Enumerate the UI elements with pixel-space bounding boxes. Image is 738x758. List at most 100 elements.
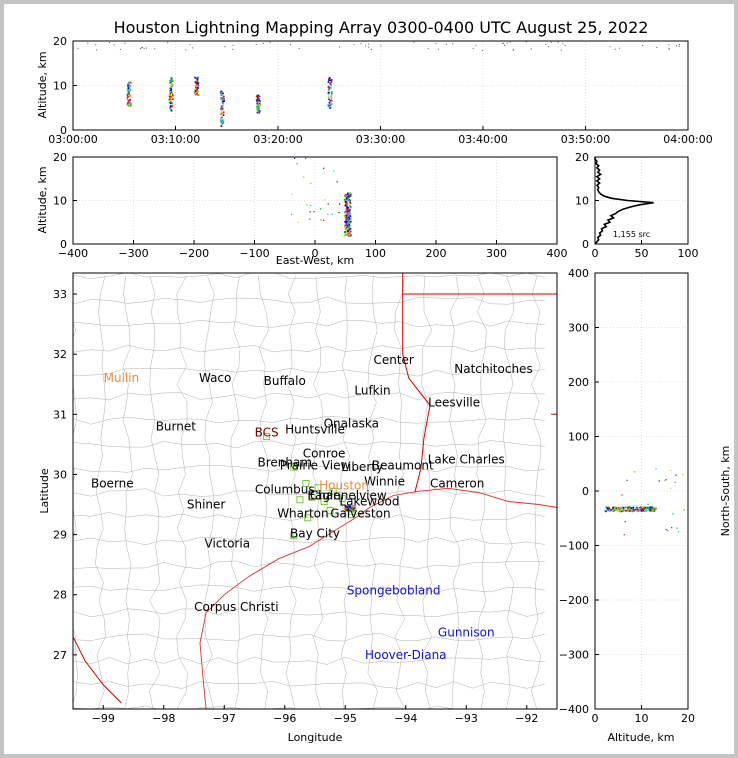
lightning-source-point — [168, 101, 171, 104]
city-label: Houston — [319, 478, 369, 492]
lightning-source-point — [221, 107, 223, 109]
lightning-source-point — [344, 221, 347, 224]
lightning-source-point — [197, 94, 200, 96]
lightning-source-point — [171, 93, 174, 95]
lightning-source-point — [222, 97, 224, 100]
lightning-source-point — [349, 232, 351, 234]
lightning-source-point — [347, 222, 350, 224]
lightning-source-point — [630, 507, 633, 509]
lightning-source-point — [126, 96, 129, 99]
stray-source-point — [445, 44, 447, 46]
city-label: Hoover-Diana — [365, 648, 447, 662]
stray-source-point — [530, 48, 532, 50]
lightning-source-point — [196, 80, 198, 83]
lightning-source-point — [328, 107, 331, 109]
lightning-source-point — [169, 100, 172, 103]
stray-source-point — [293, 157, 296, 159]
stray-source-point — [167, 42, 169, 44]
lightning-source-point — [347, 209, 349, 211]
lma-station-marker — [347, 511, 355, 519]
lightning-source-point — [607, 506, 610, 508]
stray-source-point — [353, 44, 355, 46]
lightning-source-point — [329, 103, 332, 105]
lightning-source-point — [256, 102, 258, 104]
lightning-source-point — [330, 96, 333, 98]
lightning-source-point — [330, 91, 333, 94]
lma-station-marker — [304, 514, 312, 522]
longitude-xlabel: Longitude — [288, 731, 343, 744]
lightning-source-point — [645, 507, 648, 510]
lightning-source-point — [653, 506, 655, 509]
y-tick-label: 20 — [53, 35, 67, 48]
lightning-source-point — [346, 505, 349, 508]
stray-source-point — [647, 503, 649, 505]
lightning-source-point — [220, 125, 223, 128]
lightning-source-point — [346, 198, 348, 200]
lightning-source-point — [171, 83, 173, 86]
lightning-source-point — [195, 83, 198, 86]
stray-source-point — [298, 48, 300, 50]
lightning-source-point — [345, 220, 348, 223]
lightning-source-point — [222, 122, 225, 124]
lightning-source-point — [129, 94, 132, 96]
stray-source-point — [297, 221, 299, 223]
stray-source-point — [77, 48, 79, 50]
lma-station-marker — [296, 496, 304, 504]
stray-source-point — [664, 479, 666, 482]
county-border — [73, 705, 545, 709]
lightning-source-point — [649, 509, 651, 511]
lightning-source-point — [354, 508, 357, 511]
lightning-source-point — [328, 86, 331, 89]
lightning-source-point — [347, 217, 349, 220]
city-label: Winnie — [364, 475, 405, 489]
lightning-source-point — [647, 506, 650, 509]
lightning-source-point — [220, 107, 222, 109]
lightning-source-point — [171, 105, 173, 108]
stray-source-point — [124, 42, 126, 44]
stray-source-point — [679, 44, 681, 46]
lightning-source-point — [169, 82, 171, 84]
stray-source-point — [472, 47, 474, 49]
lightning-source-point — [346, 224, 349, 226]
lightning-source-point — [257, 96, 259, 99]
lightning-source-point — [631, 508, 634, 510]
stray-source-point — [683, 509, 685, 511]
lightning-source-point — [222, 95, 225, 98]
lightning-source-point — [345, 505, 348, 507]
stray-source-point — [327, 203, 329, 205]
y-tick-label: 20 — [53, 151, 67, 164]
lightning-source-point — [612, 510, 615, 512]
stray-source-point — [306, 204, 308, 206]
lightning-source-point — [330, 93, 333, 96]
lightning-source-point — [222, 119, 224, 121]
stray-source-point — [475, 44, 477, 46]
lightning-source-point — [348, 216, 350, 218]
x-tick-label: 400 — [547, 247, 568, 260]
stray-source-point — [365, 45, 367, 47]
lightning-source-point — [344, 231, 346, 234]
city-label: Eagle — [307, 489, 340, 503]
lightning-source-point — [170, 81, 172, 83]
lightning-source-point — [170, 101, 172, 104]
y-tick-label: 0 — [60, 238, 67, 251]
city-label: Leesville — [428, 395, 480, 409]
lightning-source-point — [169, 94, 171, 97]
lightning-source-point — [170, 79, 173, 82]
y-tick-label: 0 — [60, 124, 67, 137]
stray-source-point — [550, 41, 552, 43]
county-border — [73, 296, 545, 305]
stray-source-point — [338, 211, 340, 214]
lightning-source-point — [646, 506, 649, 509]
stray-source-point — [427, 48, 429, 50]
y-tick-label: 20 — [575, 151, 589, 164]
lightning-source-point — [328, 91, 330, 94]
lightning-source-point — [349, 507, 351, 509]
lightning-source-point — [256, 104, 259, 106]
x-tick-label: −98 — [152, 712, 175, 725]
stray-source-point — [139, 48, 141, 50]
lightning-source-point — [222, 104, 224, 107]
lightning-source-point — [347, 233, 349, 235]
lightning-source-point — [347, 212, 349, 215]
stray-source-point — [338, 203, 341, 205]
county-border — [230, 275, 243, 709]
